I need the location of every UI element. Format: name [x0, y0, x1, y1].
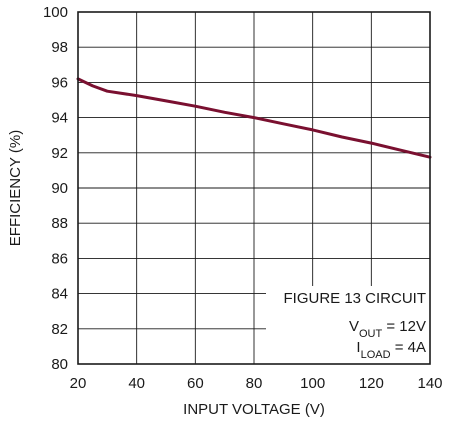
y-axis-label: EFFICIENCY (%)	[7, 130, 24, 246]
y-tick-label: 94	[51, 110, 68, 127]
y-tick-label: 86	[51, 250, 68, 267]
y-tick-label: 88	[51, 215, 68, 232]
y-tick-label: 100	[43, 4, 68, 21]
annotation-iload: ILOAD = 4A	[356, 339, 426, 361]
x-axis-label: INPUT VOLTAGE (V)	[183, 401, 325, 418]
y-tick-label: 96	[51, 74, 68, 91]
y-tick-label: 82	[51, 321, 68, 338]
y-tick-label: 98	[51, 39, 68, 56]
y-tick-label: 84	[51, 286, 68, 303]
annotation-circuit: FIGURE 13 CIRCUIT	[283, 290, 426, 307]
y-tick-label: 92	[51, 145, 68, 162]
x-tick-label: 120	[359, 375, 384, 392]
plot-frame	[77, 11, 431, 365]
x-tick-labels: 20 40 60 80 100 120 140	[70, 375, 443, 392]
x-tick-label: 100	[300, 375, 325, 392]
annotation-background	[266, 286, 430, 364]
y-tick-labels: 80 82 84 86 88 90 92 94 96 98 100	[43, 4, 68, 373]
y-tick-label: 90	[51, 180, 68, 197]
annotation-vout: VOUT = 12V	[349, 318, 426, 340]
x-tick-label: 40	[128, 375, 145, 392]
efficiency-line	[76, 77, 432, 159]
y-tick-label: 80	[51, 356, 68, 373]
x-tick-label: 140	[417, 375, 442, 392]
x-tick-label: 80	[246, 375, 263, 392]
x-tick-label: 20	[70, 375, 87, 392]
x-tick-label: 60	[187, 375, 204, 392]
